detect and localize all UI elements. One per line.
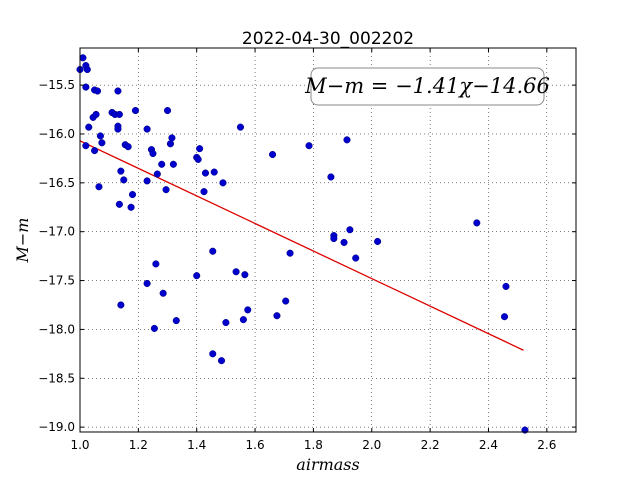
data-point [127, 203, 135, 211]
data-point [282, 297, 290, 305]
data-point [120, 176, 128, 184]
data-point [169, 160, 177, 168]
x-tick-label: 2.2 [421, 438, 440, 452]
data-point [82, 83, 90, 91]
data-point [163, 106, 172, 115]
data-point [346, 226, 354, 234]
data-point [98, 139, 106, 147]
data-point [352, 254, 360, 262]
data-point [330, 234, 338, 243]
y-axis-label: M−m [13, 218, 32, 264]
data-point [219, 179, 227, 187]
data-point [114, 125, 122, 133]
data-point [166, 140, 174, 148]
x-axis-label: airmass [296, 455, 359, 474]
data-point [502, 282, 510, 290]
x-tick-label: 1.8 [304, 438, 323, 452]
y-tick-label: −18.5 [38, 371, 75, 385]
data-point [96, 132, 104, 140]
data-point [236, 123, 245, 131]
data-point [115, 200, 123, 208]
data-point [343, 136, 351, 144]
data-point [168, 134, 176, 142]
data-point [114, 87, 122, 95]
data-point [196, 145, 204, 153]
y-tick-label: −16.5 [38, 176, 75, 190]
data-point [149, 149, 157, 158]
x-tick-label: 1.0 [70, 438, 89, 452]
data-point [79, 54, 87, 62]
data-point [124, 143, 132, 151]
data-point [172, 317, 180, 325]
y-tick-label: −19.0 [38, 420, 75, 434]
data-point [374, 237, 382, 246]
y-tick-label: −17.0 [38, 225, 75, 239]
data-point [305, 142, 313, 150]
data-point [143, 279, 151, 288]
data-point [340, 238, 348, 246]
data-point [239, 316, 247, 324]
data-point [500, 313, 509, 321]
y-tick-label: −15.5 [38, 78, 75, 92]
data-point [83, 65, 91, 74]
data-point [232, 268, 240, 276]
data-point [209, 350, 217, 358]
y-tick-label: −16.0 [38, 127, 75, 141]
data-point [152, 260, 160, 268]
data-point [222, 319, 230, 327]
data-point [117, 301, 125, 309]
data-point [91, 147, 99, 155]
x-tick-label: 2.4 [479, 438, 498, 452]
x-tick-label: 2.6 [537, 438, 556, 452]
data-point [143, 177, 151, 185]
data-point [131, 106, 139, 115]
plot-background [80, 48, 576, 432]
data-point [162, 186, 170, 194]
y-tick-label: −17.5 [38, 274, 75, 288]
data-point [200, 188, 208, 196]
x-tick-label: 1.4 [187, 438, 206, 452]
plot-frame [79, 47, 577, 433]
x-axis-ticks: 1.0 1.2 1.4 1.6 1.8 2.0 2.2 2.4 2.6 [70, 48, 556, 452]
data-point [327, 173, 335, 181]
chart-title: 2022-04-30_002202 [242, 29, 414, 49]
data-point [153, 170, 161, 178]
data-point [201, 169, 210, 177]
x-tick-label: 1.6 [246, 438, 265, 452]
data-point [143, 125, 151, 133]
data-point [85, 123, 93, 131]
equation-box-border [310, 67, 545, 106]
data-point [286, 249, 294, 257]
data-point [269, 150, 277, 159]
fit-equation-box: M−m = −1.41χ−14.66 [304, 67, 550, 106]
data-point [210, 168, 218, 176]
data-point [115, 110, 123, 118]
data-point [82, 142, 90, 150]
data-point [273, 312, 281, 320]
data-point [193, 272, 201, 280]
data-point [95, 183, 103, 191]
data-point [158, 160, 166, 168]
data-point [150, 324, 158, 332]
fit-equation-label: M−m = −1.41χ−14.66 [304, 74, 550, 98]
x-tick-label: 1.2 [129, 438, 148, 452]
data-point [217, 357, 226, 365]
y-axis-ticks: −15.5 −16.0 −16.5 −17.0 −17.5 −18.0 −18.5 −19.0 [38, 78, 576, 434]
data-point [93, 87, 102, 95]
fit-line [79, 140, 524, 351]
data-point [241, 271, 249, 279]
x-tick-label: 2.0 [362, 438, 381, 452]
data-point [159, 289, 167, 297]
fit-line-group [79, 140, 524, 351]
y-tick-label: −18.0 [38, 322, 75, 336]
data-point [209, 247, 217, 255]
data-point [244, 306, 252, 314]
data-point [194, 155, 202, 163]
data-point [473, 219, 481, 227]
data-point [117, 167, 125, 175]
data-point [128, 191, 137, 199]
data-point [92, 110, 100, 118]
